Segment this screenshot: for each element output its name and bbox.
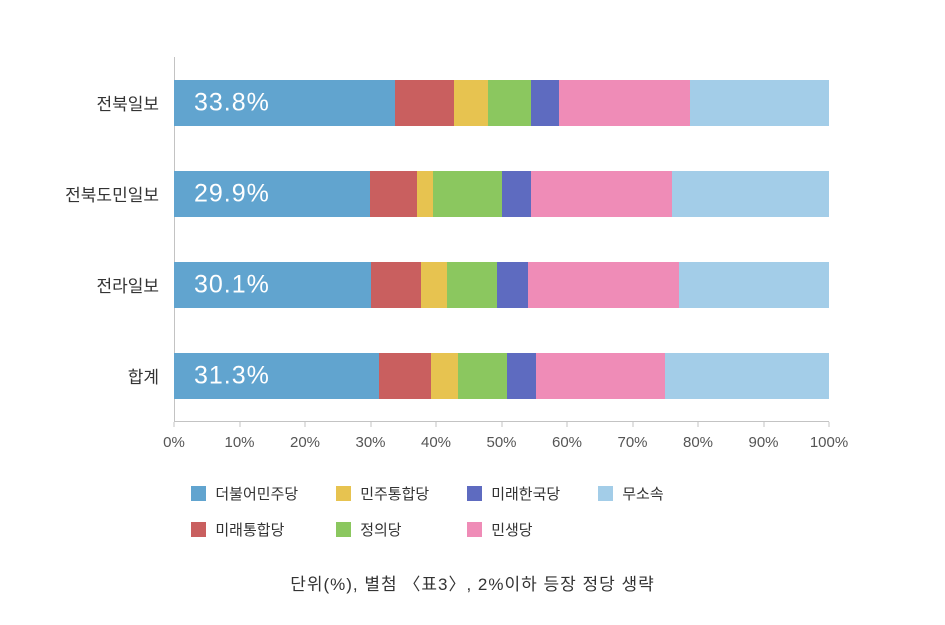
legend-label: 정의당 [360, 522, 402, 539]
category-label: 합계 [127, 368, 159, 387]
bar-segment [559, 79, 691, 126]
category-label: 전북일보 [96, 95, 159, 114]
legend-swatch [191, 522, 207, 537]
x-tick-label: 70% [617, 434, 648, 451]
x-tick-mark [566, 422, 568, 427]
legend-item: 민생당 [467, 519, 560, 540]
x-tick-mark [632, 422, 633, 427]
legend-item: 더불어민주당 [191, 483, 298, 504]
bar-segment [457, 352, 507, 399]
legend-swatch [598, 486, 614, 501]
bar-segment [454, 79, 489, 126]
x-tick-mark [239, 422, 240, 427]
chart-figure: 전북일보 33.8% 전북도민일보 29.9% 전라일보 30.1% 합계 31.3% 0% 1… [12, 57, 848, 594]
legend-label: 미래통합당 [215, 522, 285, 539]
bar-segment [395, 79, 455, 126]
x-tick-mark [173, 422, 175, 427]
x-tick-label: 90% [748, 434, 779, 451]
chart-row: 합계 31.3% [12, 330, 829, 421]
legend-item: 미래통합당 [191, 519, 298, 540]
category-label: 전북도민일보 [65, 186, 159, 205]
x-tick-label: 20% [289, 434, 321, 451]
legend-swatch [191, 486, 207, 501]
legend-label: 무소속 [622, 486, 664, 503]
bar-segment [690, 79, 829, 126]
x-tick-mark [501, 422, 502, 427]
legend-item: 무소속 [598, 483, 664, 504]
chart-row: 전북도민일보 29.9% [12, 148, 829, 239]
stacked-bar: 31.3% [174, 352, 829, 399]
x-tick-label: 100% [809, 434, 849, 451]
bar-segment [379, 352, 432, 399]
bar-segment [506, 352, 536, 399]
legend-label: 민생당 [491, 522, 533, 539]
x-tick-label: 80% [682, 434, 714, 451]
x-tick-mark [828, 422, 830, 427]
bar-value-label: 31.3% [194, 361, 270, 389]
x-tick-mark [763, 422, 764, 427]
legend-item: 정의당 [336, 519, 429, 540]
x-tick-label: 10% [224, 434, 255, 451]
bar-segment [665, 352, 829, 399]
bar-segment [671, 170, 829, 217]
legend-swatch [336, 522, 352, 537]
bar-value-label: 30.1% [194, 270, 270, 298]
category-label: 전라일보 [96, 277, 159, 296]
legend-label: 더불어민주당 [215, 486, 299, 503]
legend-swatch [336, 486, 352, 501]
chart-row: 전라일보 30.1% [12, 239, 829, 330]
bar-value-label: 29.9% [194, 179, 270, 207]
bar-segment [496, 261, 529, 308]
bar-segment: 33.8% [174, 79, 396, 126]
plot-area: 전북일보 33.8% 전북도민일보 29.9% 전라일보 30.1% 합계 31.3% 0% 1… [12, 57, 848, 459]
legend-item: 민주통합당 [336, 483, 429, 504]
bar-rows: 전북일보 33.8% 전북도민일보 29.9% 전라일보 30.1% 합계 31.3% [12, 57, 829, 421]
bar-segment: 29.9% [174, 170, 370, 217]
bar-segment [535, 352, 666, 399]
legend-swatch [467, 522, 483, 537]
x-tick-label: 40% [420, 434, 452, 451]
stacked-bar: 29.9% [174, 170, 829, 217]
legend-label: 민주통합당 [360, 486, 430, 503]
bar-segment [447, 261, 497, 308]
legend-item: 미래한국당 [467, 483, 560, 504]
x-tick-mark [435, 422, 437, 427]
bar-segment [502, 170, 531, 217]
legend-label: 미래한국당 [491, 486, 561, 503]
x-axis: 0% 10% 20% 30% 40% 50% 60% 70% 80% 90% 100% [163, 421, 848, 459]
stacked-bar: 30.1% [174, 261, 829, 308]
bar-segment [417, 170, 434, 217]
x-tick-mark [304, 422, 306, 427]
bar-segment: 30.1% [174, 261, 372, 308]
x-tick-label: 30% [355, 434, 386, 451]
stacked-bar: 33.8% [174, 79, 829, 126]
bar-segment [433, 170, 503, 217]
chart-row: 전북일보 33.8% [12, 57, 829, 148]
bar-segment [678, 261, 829, 308]
x-tick-label: 50% [486, 434, 517, 451]
bar-segment [528, 261, 679, 308]
bar-value-label: 33.8% [194, 88, 270, 116]
legend-swatch [467, 486, 483, 501]
bar-segment [488, 79, 531, 126]
bar-segment: 31.3% [174, 352, 379, 399]
x-tick-mark [697, 422, 699, 427]
bar-segment [420, 261, 448, 308]
bar-segment [369, 170, 417, 217]
bar-segment [530, 170, 672, 217]
bar-segment [431, 352, 458, 399]
x-tick-label: 60% [551, 434, 583, 451]
bar-segment [371, 261, 421, 308]
bar-segment [530, 79, 560, 126]
y-axis-line [174, 57, 175, 421]
x-tick-mark [370, 422, 371, 427]
x-tick-label: 0% [163, 434, 185, 451]
chart-caption: 단위(%), 별첨 〈표3〉, 2%이하 등장 정당 생략 [290, 575, 655, 594]
